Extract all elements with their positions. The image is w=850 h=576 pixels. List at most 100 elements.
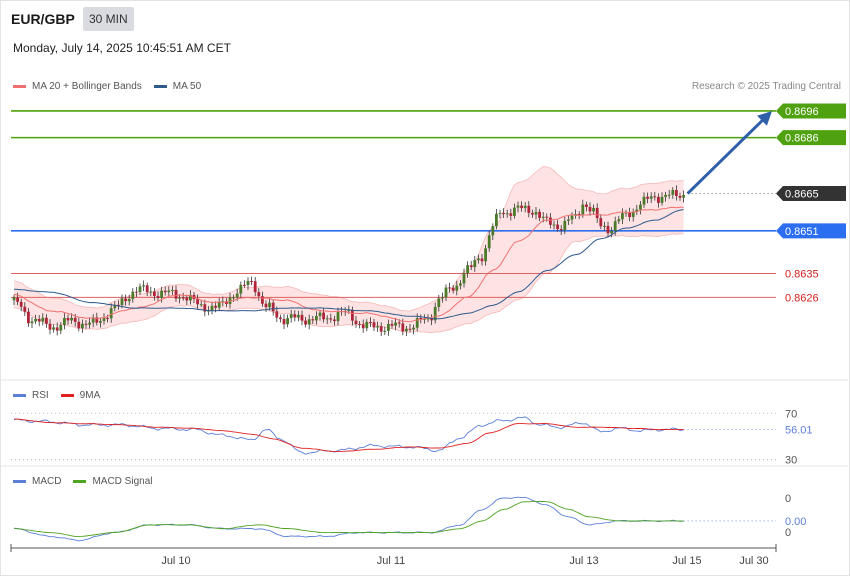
candle-body [145,285,149,293]
candle-body [423,318,426,320]
legend-swatch [60,394,74,397]
candle-body [383,330,387,332]
candle-body [678,195,682,198]
candle-body [329,318,333,320]
candle-body [426,318,430,320]
macd-line [13,496,684,542]
macd-signal-line [13,500,684,537]
candle [538,209,541,222]
candle-body [113,304,117,309]
candle-body [45,317,48,324]
level-label-0.8696: 0.8696 [785,106,819,118]
candle [163,286,167,296]
candle [250,276,253,286]
candle-body [397,322,401,324]
candle-body [394,322,397,326]
candle-body [448,287,451,289]
candle-body [595,207,599,219]
candle-body [387,323,390,331]
candle-body [232,297,235,299]
x-tick-label: Jul 11 [377,555,406,567]
candle-body [642,196,646,205]
candle-body [401,323,405,332]
candle-body [365,321,369,329]
candle-body [257,292,261,297]
candle [635,204,639,215]
candle [610,227,613,238]
x-tick-label: Jul 30 [739,555,768,567]
candle [185,294,189,306]
candle [394,317,397,331]
legend-swatch [73,480,87,483]
candle [595,203,599,223]
legend-swatch [13,480,26,483]
legend-item-rsi-ma: 9MA [60,390,100,401]
candle-body [484,248,487,262]
candle [642,192,646,208]
candle-body [322,312,325,320]
candle [678,192,682,201]
candle [41,313,45,326]
macd-legend: MACD MACD Signal [13,476,164,487]
candle [433,302,437,324]
candle-body [264,303,268,308]
candle [149,286,153,297]
candle [325,315,329,325]
price-legend: MA 20 + Bollinger Bands MA 50 [13,81,213,92]
candle [160,286,163,303]
x-axis: Jul 10 Jul 11 Jul 13 Jul 15 Jul 30 [10,544,777,567]
candle [275,306,279,322]
candle [603,221,606,231]
price-panel: 0.8696 0.8686 0.8665 0.8651 0.8635 0.8626 [1,103,848,381]
candle-body [250,280,253,282]
candle-body [567,219,570,221]
candle-body [480,258,484,262]
candle-body [138,286,142,293]
candle-body [16,297,19,302]
candle [37,315,41,327]
candle-body [27,311,30,324]
candle [34,314,37,325]
candle-body [455,285,459,291]
bollinger-lower-line [13,233,684,334]
candle-body [117,304,120,306]
candle-body [246,280,250,286]
candle-body [235,293,239,298]
candle-body [523,205,527,209]
candle-body [351,310,354,321]
candle [369,317,372,328]
candle [81,319,84,333]
candle [329,313,333,323]
candle-body [109,308,113,319]
candle [491,223,495,241]
candle [387,319,390,336]
candle-body [289,314,293,319]
candle [286,314,289,328]
candle-body [376,326,379,328]
candle-body [210,305,214,311]
projection-arrow-line [686,116,766,195]
interval-button[interactable]: 30 MIN [83,7,134,31]
candle-body [311,319,315,321]
candle-body [66,317,70,321]
candle-body [657,196,660,203]
macd-level-label: 0 [785,493,791,505]
candle [23,302,27,316]
candle-body [84,323,88,325]
candle [297,310,300,322]
candle-body [570,215,574,220]
candle-body [30,321,34,324]
candle-body [271,302,275,312]
candle [408,324,412,333]
candle [473,255,477,272]
candle [113,301,117,312]
rsi-line [13,416,684,455]
candle-body [498,212,502,214]
candle [448,282,451,293]
candle [664,191,667,202]
candle-body [70,317,73,321]
candle-body [19,301,23,307]
level-tag-0.8651 [776,223,846,239]
candle-body [131,291,135,300]
